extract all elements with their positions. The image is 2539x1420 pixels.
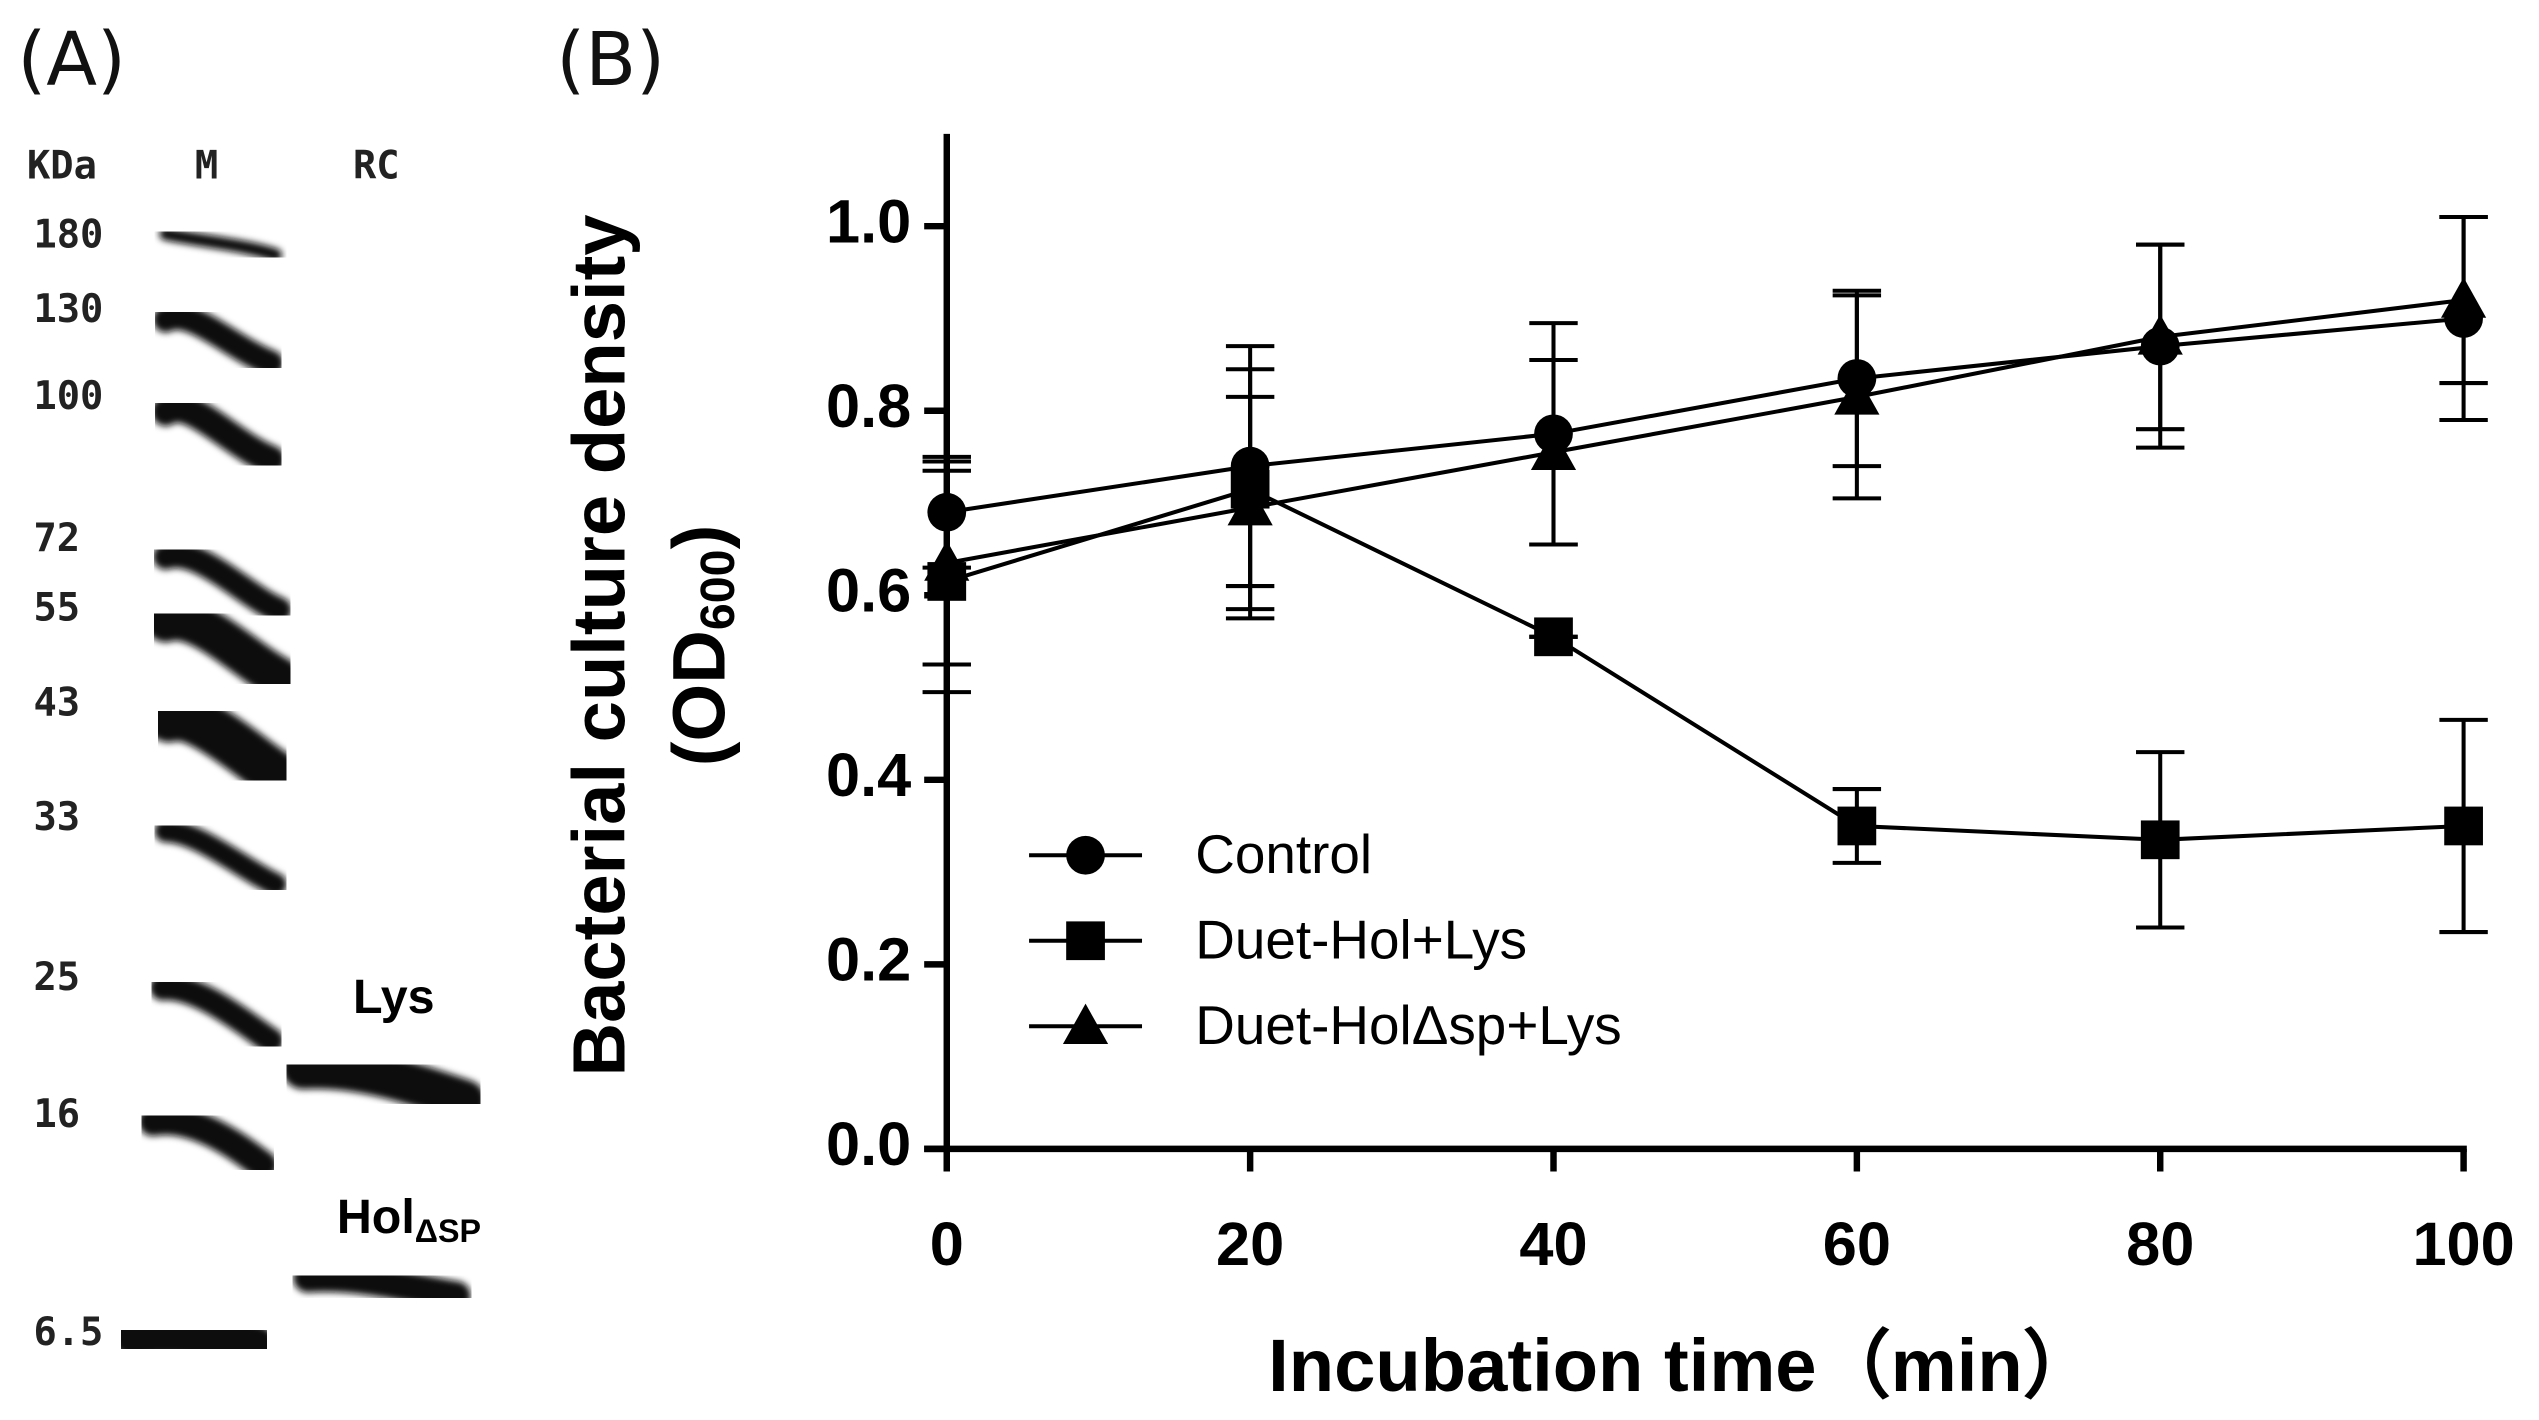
- legend-label: Duet-Hol+Lys: [1195, 908, 1527, 970]
- gel-band: [138, 1105, 278, 1180]
- x-tick-label: 40: [1519, 1209, 1587, 1278]
- band-label: Lys: [353, 970, 435, 1024]
- series-line: [946, 316, 2464, 515]
- x-axis-title: Incubation time（min）: [1268, 1324, 2097, 1407]
- band-label-sub: ΔSP: [415, 1212, 481, 1248]
- marker-label: 130: [33, 287, 103, 332]
- y-tick-label: 0.8: [826, 371, 911, 440]
- y-tick-label: 0.0: [826, 1109, 911, 1178]
- marker: [1530, 429, 1577, 471]
- gel-band: [110, 1309, 278, 1370]
- y-tick-label: 0.4: [826, 740, 911, 809]
- gel-band: [144, 693, 300, 799]
- marker: [1834, 374, 1880, 415]
- marker: [2137, 314, 2183, 355]
- series-line: [946, 298, 2464, 565]
- gel-band: [151, 393, 286, 475]
- marker-label: 55: [33, 585, 80, 630]
- y-tick-label: 0.2: [826, 925, 911, 994]
- y-axis-title: (OD600): [657, 525, 744, 767]
- lane-label: RC: [353, 143, 400, 188]
- gel: [110, 227, 486, 1370]
- gel-band: [159, 227, 282, 262]
- marker-label: 72: [33, 516, 80, 561]
- marker-label: 43: [33, 681, 80, 726]
- marker-label: 25: [33, 955, 80, 1000]
- x-tick-label: 100: [2412, 1209, 2514, 1278]
- gel-band: [152, 542, 292, 623]
- gel-band: [152, 304, 284, 376]
- marker: [2140, 820, 2180, 860]
- marker: [1227, 485, 1273, 526]
- x-tick-label: 0: [930, 1209, 964, 1278]
- legend-label: Control: [1195, 823, 1372, 885]
- legend-marker: [1062, 1003, 1109, 1045]
- marker-label: 100: [33, 374, 103, 419]
- series-line: [946, 487, 2464, 842]
- y-tick-label: 0.6: [826, 555, 911, 624]
- marker-label: 6.5: [33, 1310, 103, 1355]
- legend-label: Duet-HolΔsp+Lys: [1195, 994, 1621, 1056]
- gel-band: [281, 1046, 486, 1122]
- marker-label: 33: [33, 795, 80, 840]
- marker: [2444, 806, 2483, 846]
- marker: [1534, 617, 1573, 657]
- band-label: HolΔSP: [337, 1190, 481, 1249]
- lane-label: M: [195, 143, 218, 188]
- x-tick-label: 60: [1823, 1209, 1891, 1278]
- marker-label: 16: [33, 1092, 80, 1137]
- marker: [924, 540, 970, 581]
- y-axis-title-part: (OD: [657, 630, 740, 766]
- unit-label: KDa: [27, 143, 97, 188]
- y-axis-title-part: ): [657, 525, 740, 550]
- panel-label: (B): [556, 16, 665, 103]
- marker: [1837, 806, 1877, 846]
- gel-band: [149, 974, 284, 1054]
- legend-marker: [1066, 835, 1105, 875]
- y-axis-title-sub: 600: [691, 549, 745, 630]
- y-axis-title: Bacterial culture density: [557, 214, 640, 1076]
- x-tick-label: 20: [1216, 1209, 1284, 1278]
- legend-marker: [1066, 921, 1105, 961]
- y-tick-label: 1.0: [826, 186, 911, 255]
- marker-label: 180: [33, 213, 103, 258]
- gel-band: [144, 598, 300, 699]
- x-tick-label: 80: [2126, 1209, 2194, 1278]
- band-label-text: Hol: [337, 1190, 415, 1244]
- gel-band: [154, 819, 287, 896]
- gel-band: [293, 1263, 471, 1311]
- panel-label: (A): [17, 16, 126, 103]
- marker: [2441, 277, 2487, 318]
